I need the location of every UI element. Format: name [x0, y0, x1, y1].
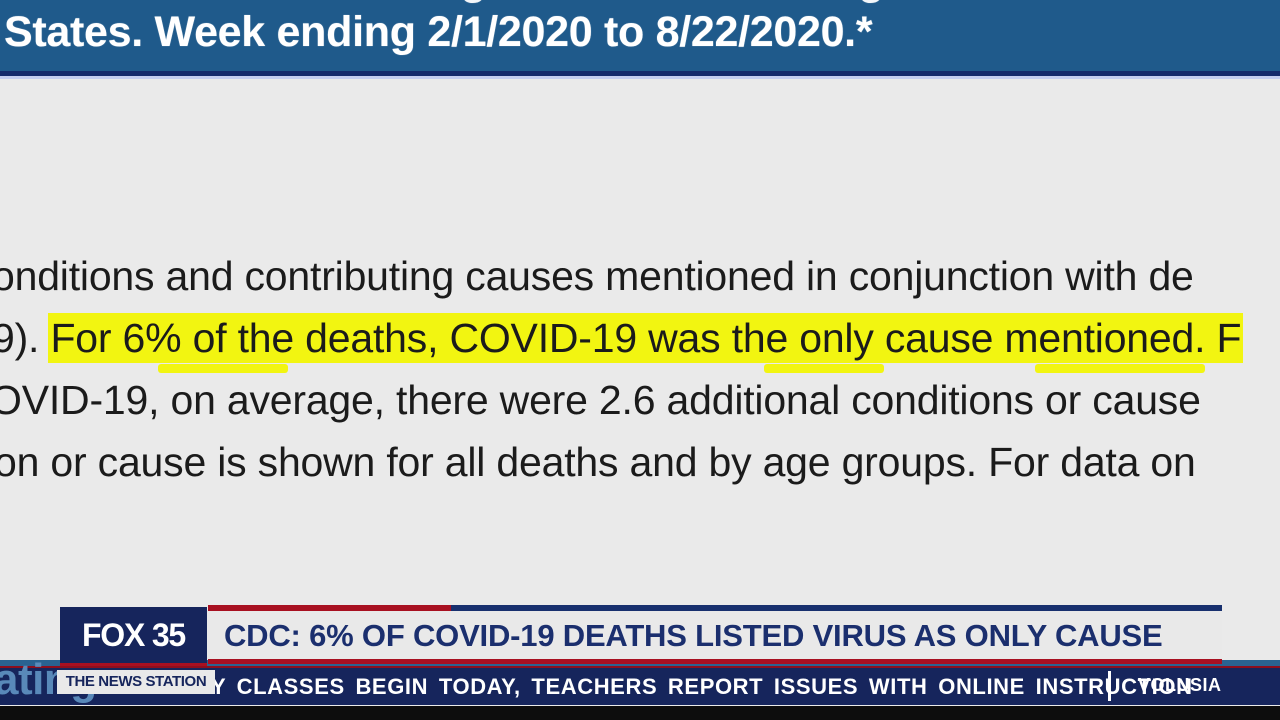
header-rule-navy — [0, 71, 1280, 76]
body-line-4: on or cause is shown for all deaths and … — [0, 439, 1196, 485]
headline-top-rule-red — [208, 605, 451, 611]
body-line-3: OVID-19, on average, there were 2.6 addi… — [0, 364, 1280, 431]
bottom-letterbox — [0, 706, 1280, 720]
ticker-headline-text: TY CLASSES BEGIN TODAY, TEACHERS REPORT … — [197, 674, 1193, 699]
body-line-1: onditions and contributing causes mentio… — [0, 253, 1194, 299]
body-line-2: 9). For 6% of the deaths, COVID-19 was t… — [0, 307, 1280, 369]
fox35-logo-underline — [60, 663, 207, 667]
highlight-residue-right — [1035, 364, 1205, 373]
document-header-title: Conditions contributing to deaths involv… — [0, 0, 1280, 58]
headline-text: CDC: 6% OF COVID-19 DEATHS LISTED VIRUS … — [224, 618, 1163, 653]
lower-third-graphics: CDC: 6% OF COVID-19 DEATHS LISTED VIRUS … — [0, 596, 1280, 706]
headline-bottom-rule-red — [208, 659, 1222, 664]
document-body-text: onditions and contributing causes mentio… — [0, 245, 1280, 493]
ticker-region-label: VOLUSIA — [1138, 675, 1222, 695]
document-header-line-2: States. Week ending 2/1/2020 to 8/22/202… — [4, 8, 873, 56]
highlight-residue-left — [158, 364, 288, 373]
headline-plate — [208, 605, 1222, 663]
highlighted-statistic-text: For 6% of the deaths, COVID-19 was the o… — [50, 315, 1242, 361]
body-line-3-text: OVID-19, on average, there were 2.6 addi… — [0, 377, 1201, 423]
header-rule-light-blue — [0, 76, 1280, 79]
body-line-2-prefix: 9). — [0, 315, 40, 361]
document-header-bar: Conditions contributing to deaths involv… — [0, 0, 1280, 71]
highlight-residue-mid — [764, 364, 884, 373]
ticker-divider-caret — [1108, 671, 1111, 701]
fox35-logo-text: FOX 35 — [81, 617, 186, 653]
headline-top-rule-navy — [208, 605, 1222, 611]
document-header-line-1: Conditions contributing to deaths involv… — [0, 0, 1280, 6]
ticker-top-rule-red — [0, 666, 1280, 669]
fox35-logo: FOX 35 — [60, 607, 207, 663]
fox35-tagline: THE NEWS STATION — [57, 670, 215, 694]
